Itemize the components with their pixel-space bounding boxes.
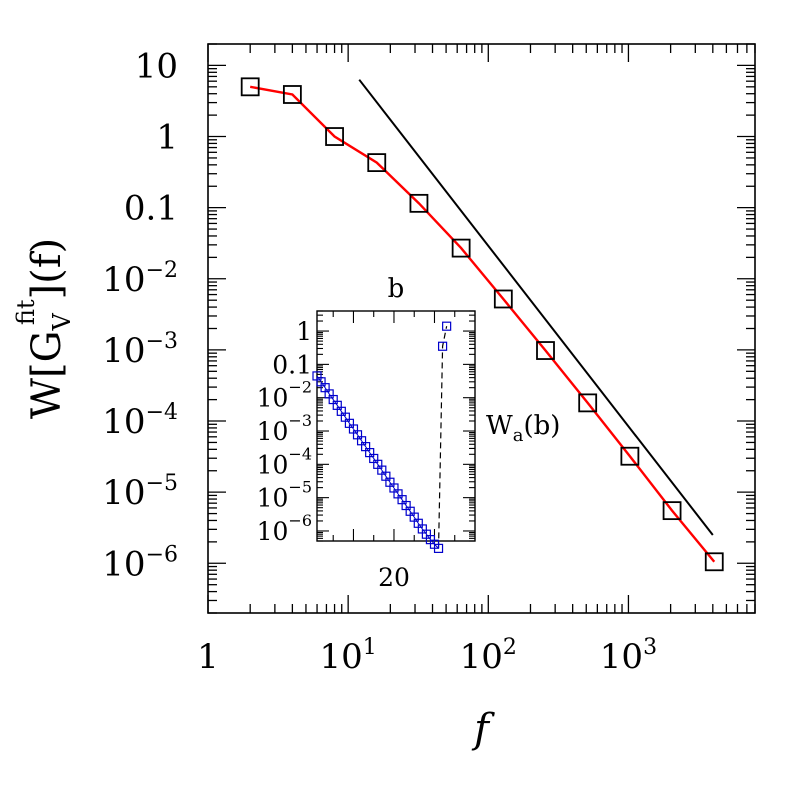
inset-y-tick-label: 10−4 — [257, 444, 312, 479]
data-point-marker — [451, 238, 471, 258]
inset-y-axis-title: Wa(b) — [486, 411, 560, 446]
data-point-marker — [409, 193, 429, 213]
main-plot: 1 101 102 1031010.110−210−310−410−510−6fW[G… — [12, 43, 756, 752]
inset-plot: 1 0.110−210−310−410−510−6 20 b Wa(b) — [257, 274, 561, 592]
data-point-marker — [620, 446, 640, 466]
y-axis-title: W[GVfit](f) — [12, 238, 76, 419]
data-point-marker — [536, 341, 555, 360]
x-tick-label: 101 — [320, 635, 377, 677]
inset-x-axis-title: b — [388, 274, 405, 304]
x-axis-title: f — [471, 706, 495, 752]
reference-power-law-line — [358, 79, 714, 536]
data-point-marker — [325, 127, 344, 146]
data-point-marker — [367, 153, 387, 173]
inset-data-line — [316, 375, 439, 549]
data-point-marker — [493, 289, 513, 309]
inset-frame — [316, 310, 476, 542]
inset-y-tick-label: 10−5 — [257, 478, 312, 513]
x-tick-label: 103 — [600, 635, 657, 677]
y-tick-label: 10 — [135, 46, 178, 86]
inset-data-point-marker — [437, 341, 448, 351]
data-point-marker — [704, 552, 724, 572]
x-tick-label: 102 — [460, 635, 517, 677]
y-tick-label: 10−6 — [102, 542, 178, 584]
data-point-marker — [240, 77, 260, 97]
y-tick-label: 10−5 — [102, 471, 178, 513]
y-tick-label: 10−4 — [102, 400, 178, 442]
data-point-marker — [282, 85, 302, 104]
data-point-marker — [662, 501, 682, 521]
inset-y-tick-label: 10−2 — [257, 378, 312, 413]
inset-dashed-line — [437, 326, 448, 549]
x-tick-label: 1 — [197, 637, 219, 677]
inset-data-point-marker — [433, 543, 444, 553]
inset-y-tick-label: 10−6 — [257, 511, 312, 546]
inset-y-tick-label: 0.1 — [272, 350, 312, 379]
y-tick-label: 1 — [156, 118, 178, 158]
inset-data-point-marker — [442, 321, 452, 331]
data-point-marker — [578, 393, 598, 413]
inset-y-tick-label: 1 — [296, 317, 312, 346]
inset-y-tick-label: 10−3 — [257, 411, 312, 446]
y-tick-label: 10−2 — [102, 258, 178, 300]
inset-x-tick-label: 20 — [378, 563, 410, 592]
y-tick-label: 0.1 — [124, 189, 178, 229]
y-tick-label: 10−3 — [102, 329, 178, 371]
